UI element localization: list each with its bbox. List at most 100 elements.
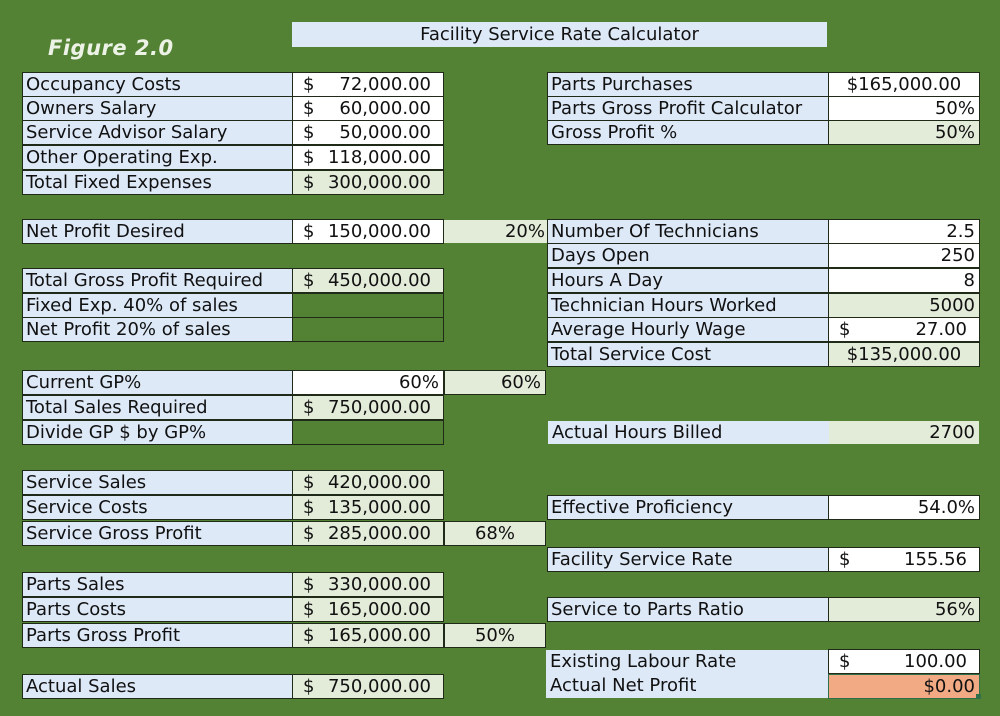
label-total-sales-required: Total Sales Required bbox=[22, 395, 293, 420]
currency-symbol: $ bbox=[303, 676, 315, 697]
value-total-sales-required: $750,000.00 bbox=[292, 395, 444, 420]
input-days-open[interactable]: 250 bbox=[828, 243, 980, 268]
amount-value: 155.56 bbox=[904, 549, 967, 570]
input-existing-labour-rate[interactable]: $100.00 bbox=[828, 649, 980, 674]
value-total-gross-profit-required: $450,000.00 bbox=[292, 268, 444, 293]
value-actual-sales: $750,000.00 bbox=[292, 674, 444, 699]
value-net-profit-pct: 20% bbox=[444, 220, 547, 243]
amount-value: 750,000.00 bbox=[327, 397, 431, 418]
input-parts-gp-calculator[interactable]: 50% bbox=[828, 96, 980, 121]
currency-symbol: $ bbox=[303, 625, 315, 646]
value-service-gp-pct: 68% bbox=[444, 521, 546, 546]
label-net-profit-20pct: Net Profit 20% of sales bbox=[22, 317, 293, 342]
input-number-of-technicians[interactable]: 2.5 bbox=[828, 219, 980, 244]
label-actual-hours-billed: Actual Hours Billed bbox=[548, 421, 829, 444]
currency-symbol: $ bbox=[303, 472, 315, 493]
amount-value: 72,000.00 bbox=[339, 74, 431, 95]
value-parts-gross-profit: $165,000.00 bbox=[292, 623, 444, 648]
value-parts-gp-pct: 50% bbox=[444, 623, 546, 648]
cell-fill-handle[interactable] bbox=[976, 694, 981, 699]
label-other-operating-exp: Other Operating Exp. bbox=[22, 145, 293, 170]
value-service-sales: $420,000.00 bbox=[292, 470, 444, 495]
label-fixed-exp-40pct: Fixed Exp. 40% of sales bbox=[22, 293, 293, 318]
input-net-profit-desired[interactable]: $150,000.00 bbox=[292, 219, 444, 244]
value-actual-hours-billed: 2700 bbox=[829, 421, 979, 444]
value-facility-service-rate: $155.56 bbox=[828, 547, 980, 572]
amount-value: 750,000.00 bbox=[327, 676, 431, 697]
value-divide-gp bbox=[292, 420, 444, 445]
label-current-gp-pct: Current GP% bbox=[22, 370, 293, 395]
value-parts-sales: $330,000.00 bbox=[292, 572, 444, 597]
input-owners-salary[interactable]: $60,000.00 bbox=[292, 96, 444, 121]
amount-value: 27.00 bbox=[915, 319, 967, 340]
label-days-open: Days Open bbox=[547, 243, 829, 268]
currency-symbol: $ bbox=[303, 397, 315, 418]
currency-symbol: $ bbox=[303, 147, 315, 168]
figure-label: Figure 2.0 bbox=[48, 36, 174, 60]
label-service-to-parts-ratio: Service to Parts Ratio bbox=[547, 597, 829, 622]
currency-symbol: $ bbox=[303, 74, 315, 95]
currency-symbol: $ bbox=[303, 599, 315, 620]
label-service-costs: Service Costs bbox=[22, 495, 293, 520]
currency-symbol: $ bbox=[303, 172, 315, 193]
currency-symbol: $ bbox=[303, 270, 315, 291]
currency-symbol: $ bbox=[303, 523, 315, 544]
amount-value: 50,000.00 bbox=[339, 122, 431, 143]
label-service-sales: Service Sales bbox=[22, 470, 293, 495]
label-existing-labour-rate: Existing Labour Rate bbox=[546, 650, 829, 674]
label-parts-costs: Parts Costs bbox=[22, 597, 293, 622]
label-total-service-cost: Total Service Cost bbox=[547, 342, 829, 367]
value-current-gp-pct-calc: 60% bbox=[444, 370, 546, 395]
currency-symbol: $ bbox=[303, 574, 315, 595]
currency-symbol: $ bbox=[839, 651, 851, 672]
value-service-gross-profit: $285,000.00 bbox=[292, 521, 444, 546]
input-current-gp-pct[interactable]: 60% bbox=[292, 370, 444, 395]
value-fixed-exp-40pct bbox=[292, 293, 444, 318]
label-parts-gross-profit: Parts Gross Profit bbox=[22, 623, 293, 648]
label-total-gross-profit-required: Total Gross Profit Required bbox=[22, 268, 293, 293]
currency-symbol: $ bbox=[303, 98, 315, 119]
value-net-profit-20pct bbox=[292, 317, 444, 342]
amount-value: 60,000.00 bbox=[339, 98, 431, 119]
input-service-advisor-salary[interactable]: $50,000.00 bbox=[292, 120, 444, 145]
value-parts-costs: $165,000.00 bbox=[292, 597, 444, 622]
label-parts-sales: Parts Sales bbox=[22, 572, 293, 597]
label-net-profit-desired: Net Profit Desired bbox=[22, 219, 293, 244]
label-owners-salary: Owners Salary bbox=[22, 96, 293, 121]
label-effective-proficiency: Effective Proficiency bbox=[547, 495, 829, 520]
input-average-hourly-wage[interactable]: $27.00 bbox=[828, 317, 980, 342]
label-hours-a-day: Hours A Day bbox=[547, 268, 829, 293]
label-service-gross-profit: Service Gross Profit bbox=[22, 521, 293, 546]
amount-value: 420,000.00 bbox=[327, 472, 431, 493]
label-gross-profit-pct: Gross Profit % bbox=[547, 120, 829, 145]
input-occupancy-costs[interactable]: $72,000.00 bbox=[292, 72, 444, 97]
value-total-service-cost: $135,000.00 bbox=[828, 342, 980, 367]
currency-symbol: $ bbox=[303, 497, 315, 518]
value-actual-net-profit-selected-cell[interactable]: $0.00 bbox=[828, 674, 980, 699]
amount-value: 300,000.00 bbox=[327, 172, 431, 193]
amount-value: 135,000.00 bbox=[327, 497, 431, 518]
amount-value: 165,000.00 bbox=[327, 625, 431, 646]
value-service-costs: $135,000.00 bbox=[292, 495, 444, 520]
amount-value: 118,000.00 bbox=[327, 147, 431, 168]
value-technician-hours-worked: 5000 bbox=[828, 293, 980, 318]
amount-value: 450,000.00 bbox=[327, 270, 431, 291]
amount-value: 100.00 bbox=[904, 651, 967, 672]
amount-value: 165,000.00 bbox=[327, 599, 431, 620]
amount-value: 330,000.00 bbox=[327, 574, 431, 595]
label-occupancy-costs: Occupancy Costs bbox=[22, 72, 293, 97]
input-other-operating-exp[interactable]: $118,000.00 bbox=[292, 145, 444, 170]
label-facility-service-rate: Facility Service Rate bbox=[547, 547, 829, 572]
label-average-hourly-wage: Average Hourly Wage bbox=[547, 317, 829, 342]
label-parts-purchases: Parts Purchases bbox=[547, 72, 829, 97]
input-hours-a-day[interactable]: 8 bbox=[828, 268, 980, 293]
currency-symbol: $ bbox=[303, 221, 315, 242]
label-service-advisor-salary: Service Advisor Salary bbox=[22, 120, 293, 145]
value-effective-proficiency: 54.0% bbox=[828, 495, 980, 520]
input-parts-purchases[interactable]: $165,000.00 bbox=[828, 72, 980, 97]
label-actual-sales: Actual Sales bbox=[22, 674, 293, 699]
currency-symbol: $ bbox=[839, 319, 851, 340]
label-divide-gp: Divide GP $ by GP% bbox=[22, 420, 293, 445]
calculator-title: Facility Service Rate Calculator bbox=[292, 22, 827, 47]
label-technician-hours-worked: Technician Hours Worked bbox=[547, 293, 829, 318]
